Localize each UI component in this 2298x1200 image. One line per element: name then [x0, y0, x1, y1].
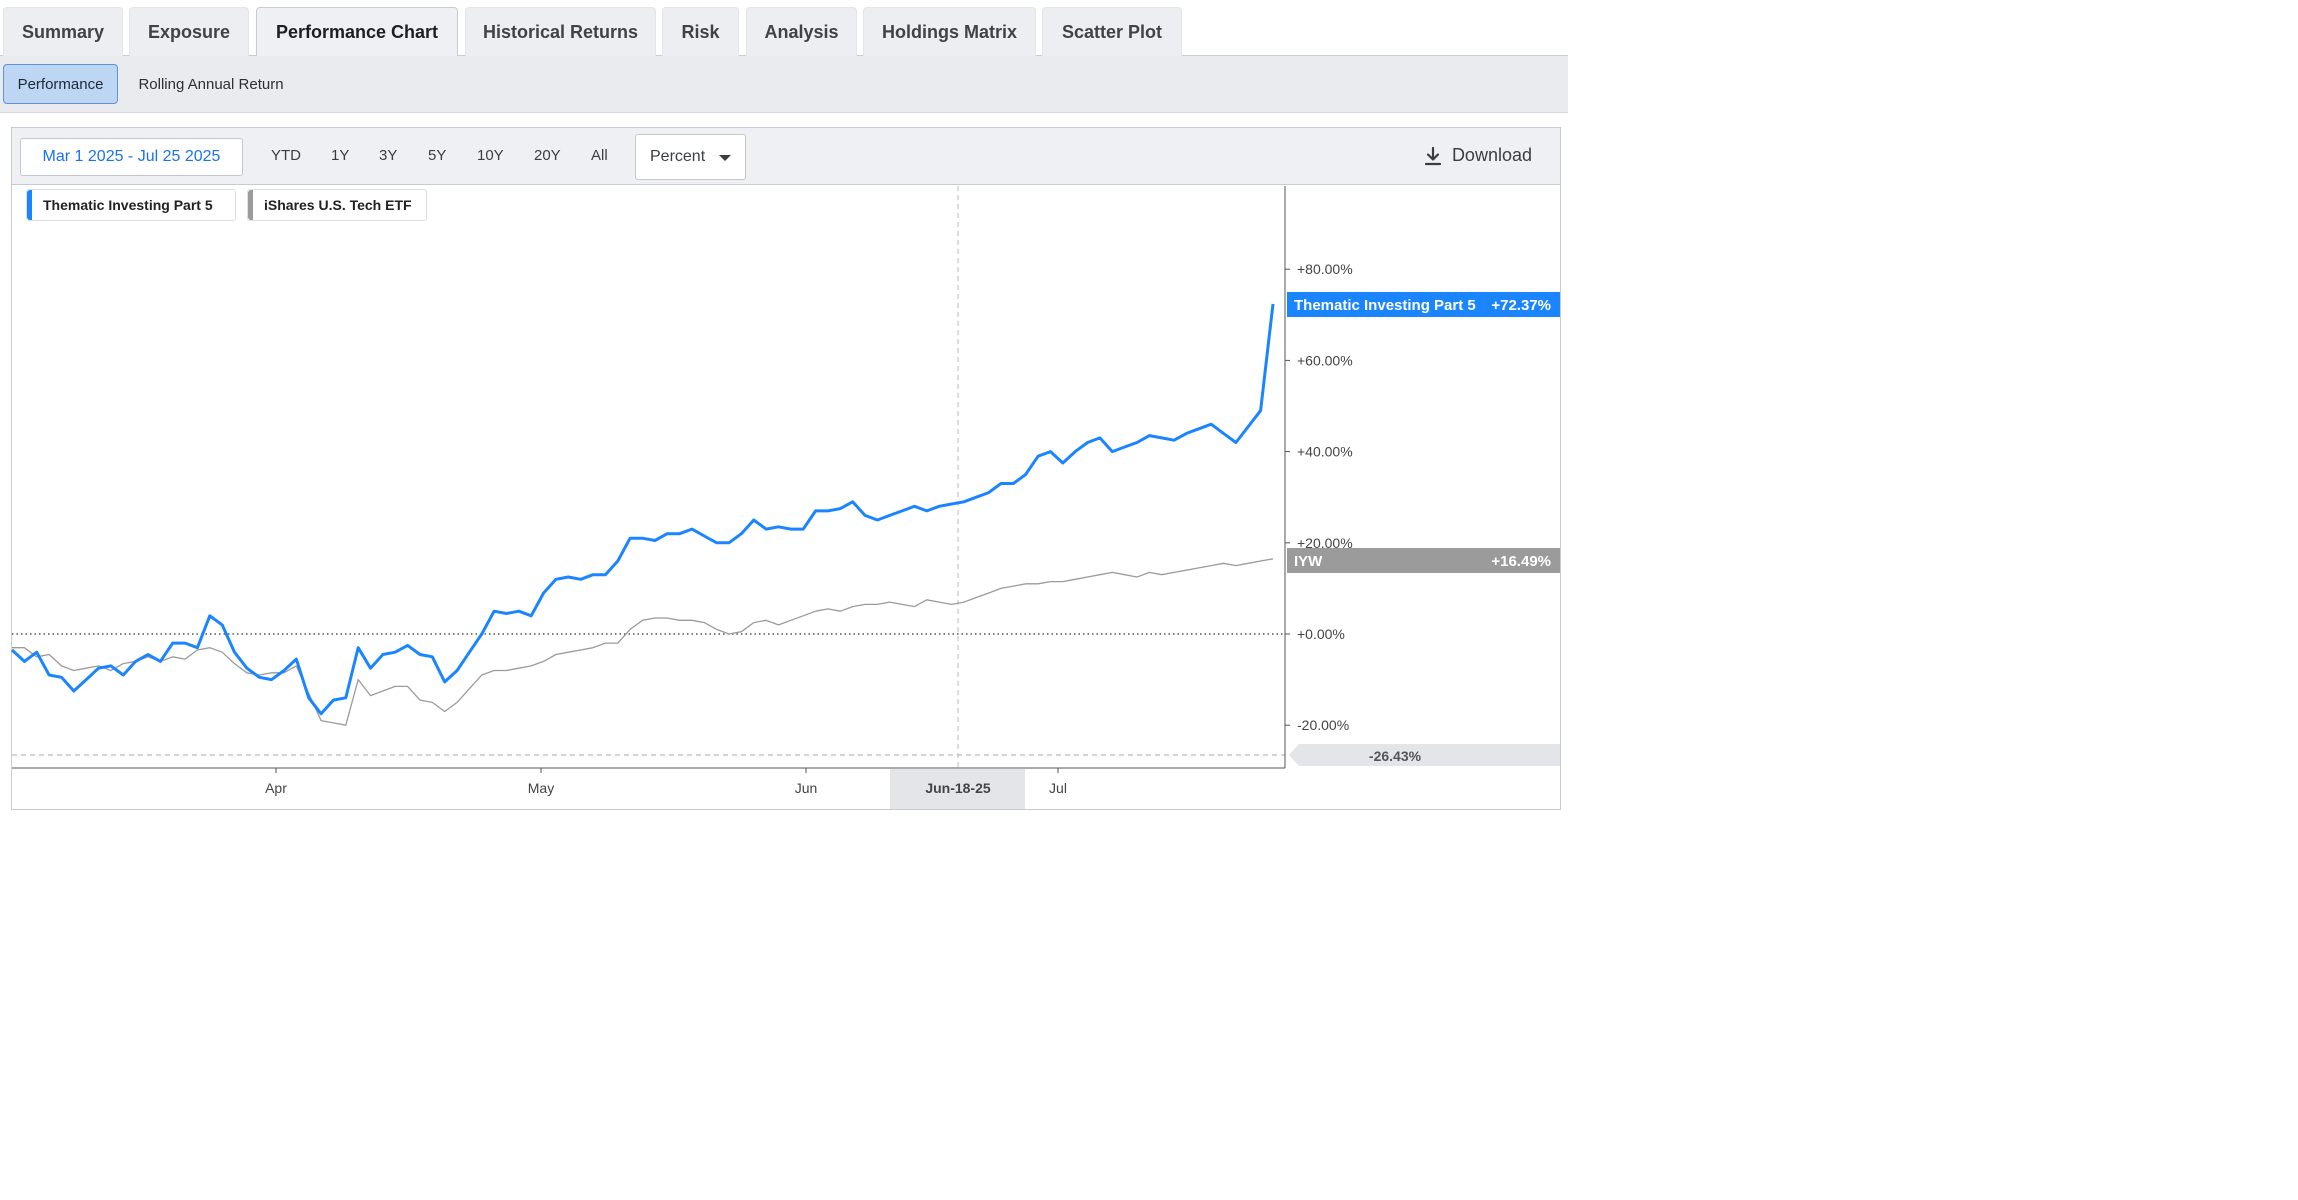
main-tabbar: Summary Exposure Performance Chart Histo…: [0, 0, 1568, 57]
end-label-thematic-bg: [1287, 291, 1560, 317]
tab-performance-chart[interactable]: Performance Chart: [256, 7, 458, 57]
units-select[interactable]: Percent: [635, 134, 746, 180]
subtab-rolling-annual-return[interactable]: Rolling Annual Return: [138, 75, 284, 93]
y-tick-label: +60.00%: [1297, 352, 1353, 368]
tab-exposure[interactable]: Exposure: [129, 7, 249, 56]
chevron-down-icon: [719, 155, 731, 161]
crosshair-date-label: Jun-18-25: [925, 780, 991, 796]
end-label-thematic-value: +72.37%: [1491, 297, 1551, 314]
chart-toolbar: Mar 1 2025 - Jul 25 2025 YTD 1Y 3Y 5Y 10…: [12, 128, 1560, 185]
end-label-iyw-name: IYW: [1294, 553, 1323, 570]
tab-risk[interactable]: Risk: [662, 7, 739, 56]
end-label-thematic-name: Thematic Investing Part 5: [1294, 297, 1476, 314]
y-tick-label: -20.00%: [1297, 717, 1349, 733]
tab-analysis[interactable]: Analysis: [746, 7, 857, 56]
min-marker-bg: [1289, 744, 1560, 766]
tab-scatter-plot[interactable]: Scatter Plot: [1042, 7, 1182, 56]
legend-swatch: [27, 190, 32, 220]
download-button[interactable]: Download: [1424, 145, 1532, 166]
period-ytd-button[interactable]: YTD: [271, 147, 301, 164]
legend-item-thematic[interactable]: Thematic Investing Part 5: [26, 189, 236, 221]
period-3y-button[interactable]: 3Y: [379, 147, 398, 164]
y-tick-label: +20.00%: [1297, 535, 1353, 551]
chart-panel: Mar 1 2025 - Jul 25 2025 YTD 1Y 3Y 5Y 10…: [11, 127, 1561, 810]
period-10y-button[interactable]: 10Y: [477, 147, 504, 164]
legend-label: Thematic Investing Part 5: [43, 197, 213, 213]
units-select-value: Percent: [650, 148, 706, 165]
tab-holdings-matrix[interactable]: Holdings Matrix: [863, 7, 1036, 56]
y-tick-label: +80.00%: [1297, 261, 1353, 277]
date-range-button[interactable]: Mar 1 2025 - Jul 25 2025: [20, 138, 243, 176]
legend-swatch: [248, 190, 253, 220]
x-tick-label: Jun: [795, 780, 818, 796]
period-all-button[interactable]: All: [591, 147, 608, 164]
legend-label: iShares U.S. Tech ETF: [264, 197, 412, 213]
series-line-ishares: [12, 558, 1274, 726]
series-line-thematic: [10, 303, 1275, 716]
x-tick-label: May: [528, 780, 554, 796]
crosshair-date-box: [890, 769, 1025, 809]
subtab-performance[interactable]: Performance: [3, 64, 118, 104]
period-20y-button[interactable]: 20Y: [534, 147, 561, 164]
period-5y-button[interactable]: 5Y: [428, 147, 447, 164]
x-tick-label: Jul: [1049, 780, 1067, 796]
min-marker-label: -26.43%: [1369, 748, 1422, 764]
x-tick-label: Apr: [265, 780, 287, 796]
download-label: Download: [1451, 145, 1532, 165]
performance-chart[interactable]: Jun-18-25 -20.00% +0.00% +20.00% +40.00% +60…: [0, 0, 1568, 819]
end-label-iyw-bg: [1287, 548, 1560, 573]
y-tick-label: +40.00%: [1297, 444, 1353, 460]
end-label-iyw-value: +16.49%: [1491, 553, 1551, 570]
legend-item-ishares[interactable]: iShares U.S. Tech ETF: [247, 189, 427, 221]
period-1y-button[interactable]: 1Y: [331, 147, 350, 164]
tab-summary[interactable]: Summary: [3, 7, 123, 56]
sub-tabbar: Performance Rolling Annual Return: [0, 56, 1568, 113]
y-tick-label: +0.00%: [1297, 626, 1345, 642]
tab-historical-returns[interactable]: Historical Returns: [465, 7, 656, 56]
download-icon: [1424, 146, 1442, 165]
